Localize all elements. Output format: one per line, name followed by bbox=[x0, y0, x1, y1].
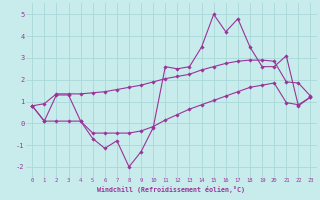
X-axis label: Windchill (Refroidissement éolien,°C): Windchill (Refroidissement éolien,°C) bbox=[97, 186, 245, 193]
